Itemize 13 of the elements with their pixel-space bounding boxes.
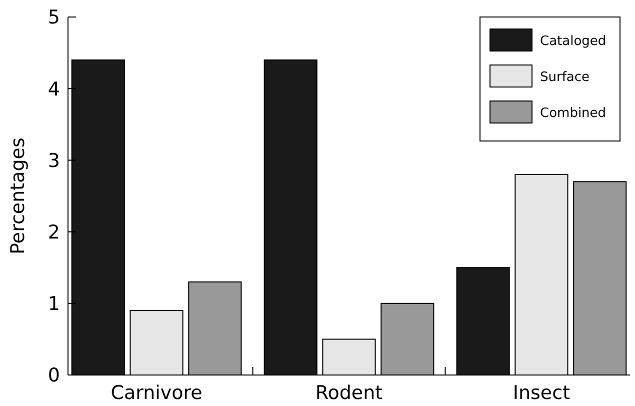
y-tick-label: 1: [48, 293, 60, 316]
legend-label: Surface: [540, 70, 590, 85]
x-tick-label: Rodent: [315, 382, 383, 404]
y-axis-title: Percentages: [7, 138, 29, 254]
legend-label: Cataloged: [540, 34, 606, 49]
x-tick-label: Insect: [512, 382, 570, 404]
y-tick-label: 2: [48, 221, 60, 244]
x-tick-label: Carnivore: [110, 382, 202, 404]
y-tick-label: 0: [48, 364, 60, 387]
legend-label: Combined: [540, 106, 606, 121]
y-tick-label: 3: [48, 150, 60, 172]
y-tick-label: 5: [48, 6, 60, 29]
y-tick-label: 4: [48, 78, 60, 100]
